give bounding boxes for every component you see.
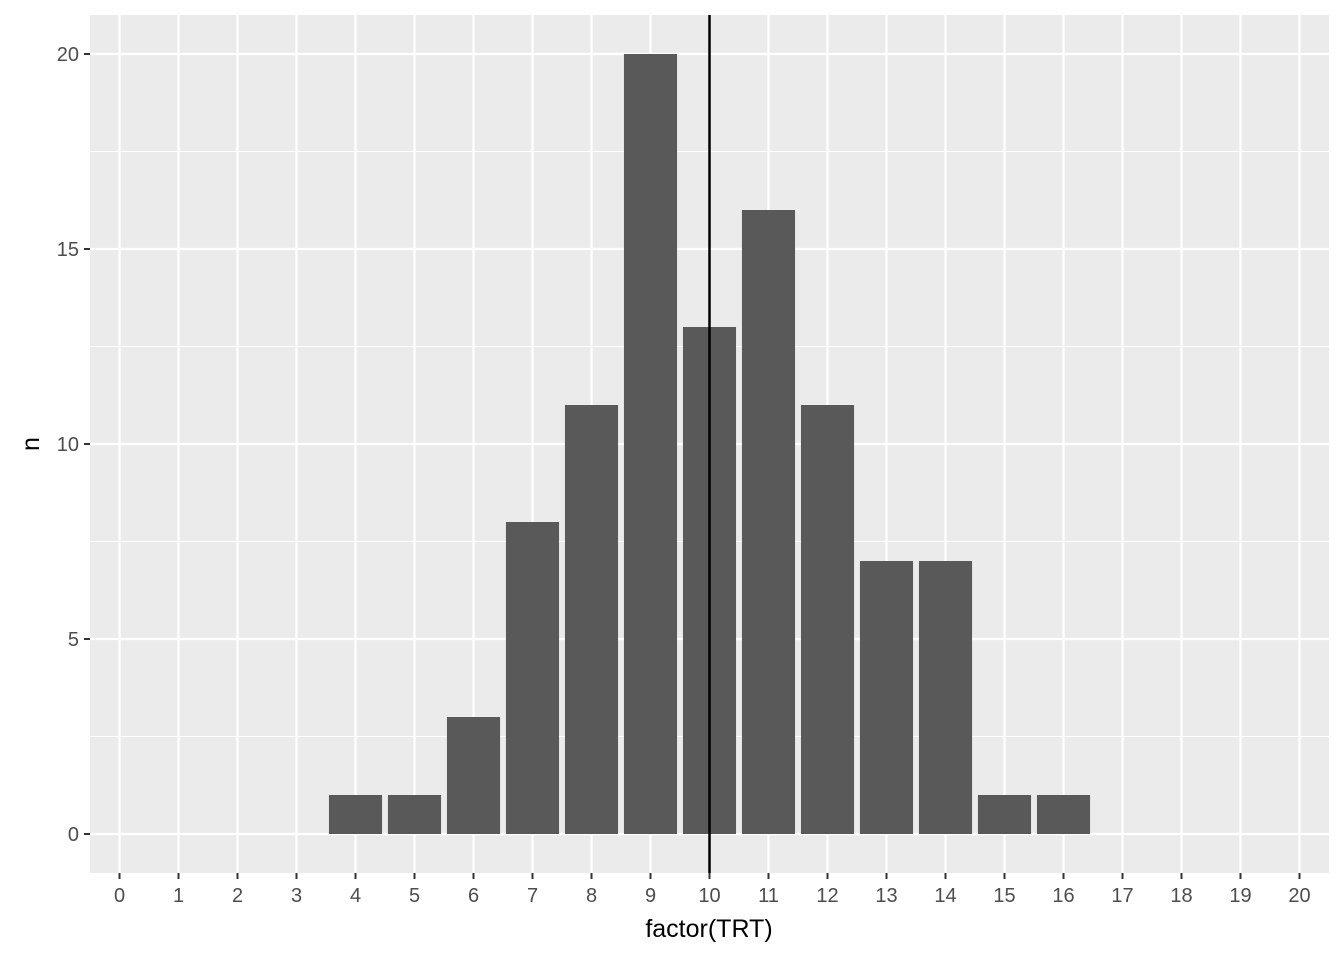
x-tick-label: 11 <box>758 885 779 907</box>
bar <box>564 405 619 834</box>
y-tick-label: 20 <box>57 44 79 66</box>
bars <box>328 54 1091 834</box>
x-tick-label: 10 <box>698 885 720 907</box>
x-axis-title: factor(TRT) <box>645 915 772 943</box>
y-tick-label: 0 <box>68 824 79 846</box>
x-tick-label: 4 <box>350 885 361 907</box>
bar <box>387 795 442 834</box>
y-tick-label: 5 <box>68 629 79 651</box>
x-tick-label: 13 <box>875 885 897 907</box>
bar <box>623 54 678 834</box>
x-tick-label: 3 <box>291 885 302 907</box>
x-tick-label: 15 <box>993 885 1015 907</box>
x-tick-label: 20 <box>1288 885 1310 907</box>
x-tick-label: 12 <box>816 885 838 907</box>
x-tick-label: 16 <box>1052 885 1074 907</box>
bar <box>446 717 501 834</box>
y-axis-title: n <box>17 437 45 451</box>
y-axis: 0 5 10 15 20 <box>57 44 90 846</box>
x-tick-label: 1 <box>173 885 184 907</box>
x-tick-label: 14 <box>934 885 956 907</box>
x-tick-label: 0 <box>114 885 125 907</box>
bar <box>977 795 1032 834</box>
x-tick-label: 7 <box>527 885 538 907</box>
x-tick-label: 17 <box>1111 885 1133 907</box>
bar <box>859 561 914 834</box>
bar <box>741 210 796 834</box>
x-tick-label: 9 <box>645 885 656 907</box>
x-axis: 0 1 2 3 4 5 6 7 8 9 10 11 12 13 14 15 16 17 18 19 20 <box>114 873 1311 907</box>
x-tick-label: 2 <box>232 885 243 907</box>
x-tick-label: 18 <box>1170 885 1192 907</box>
y-tick-label: 10 <box>57 434 79 456</box>
x-tick-label: 6 <box>468 885 479 907</box>
bar <box>800 405 855 834</box>
bar <box>328 795 383 834</box>
x-tick-label: 8 <box>586 885 597 907</box>
x-tick-label: 5 <box>409 885 420 907</box>
bar <box>918 561 973 834</box>
x-tick-label: 19 <box>1229 885 1251 907</box>
bar <box>505 522 560 834</box>
bar <box>1036 795 1091 834</box>
y-tick-label: 15 <box>57 239 79 261</box>
